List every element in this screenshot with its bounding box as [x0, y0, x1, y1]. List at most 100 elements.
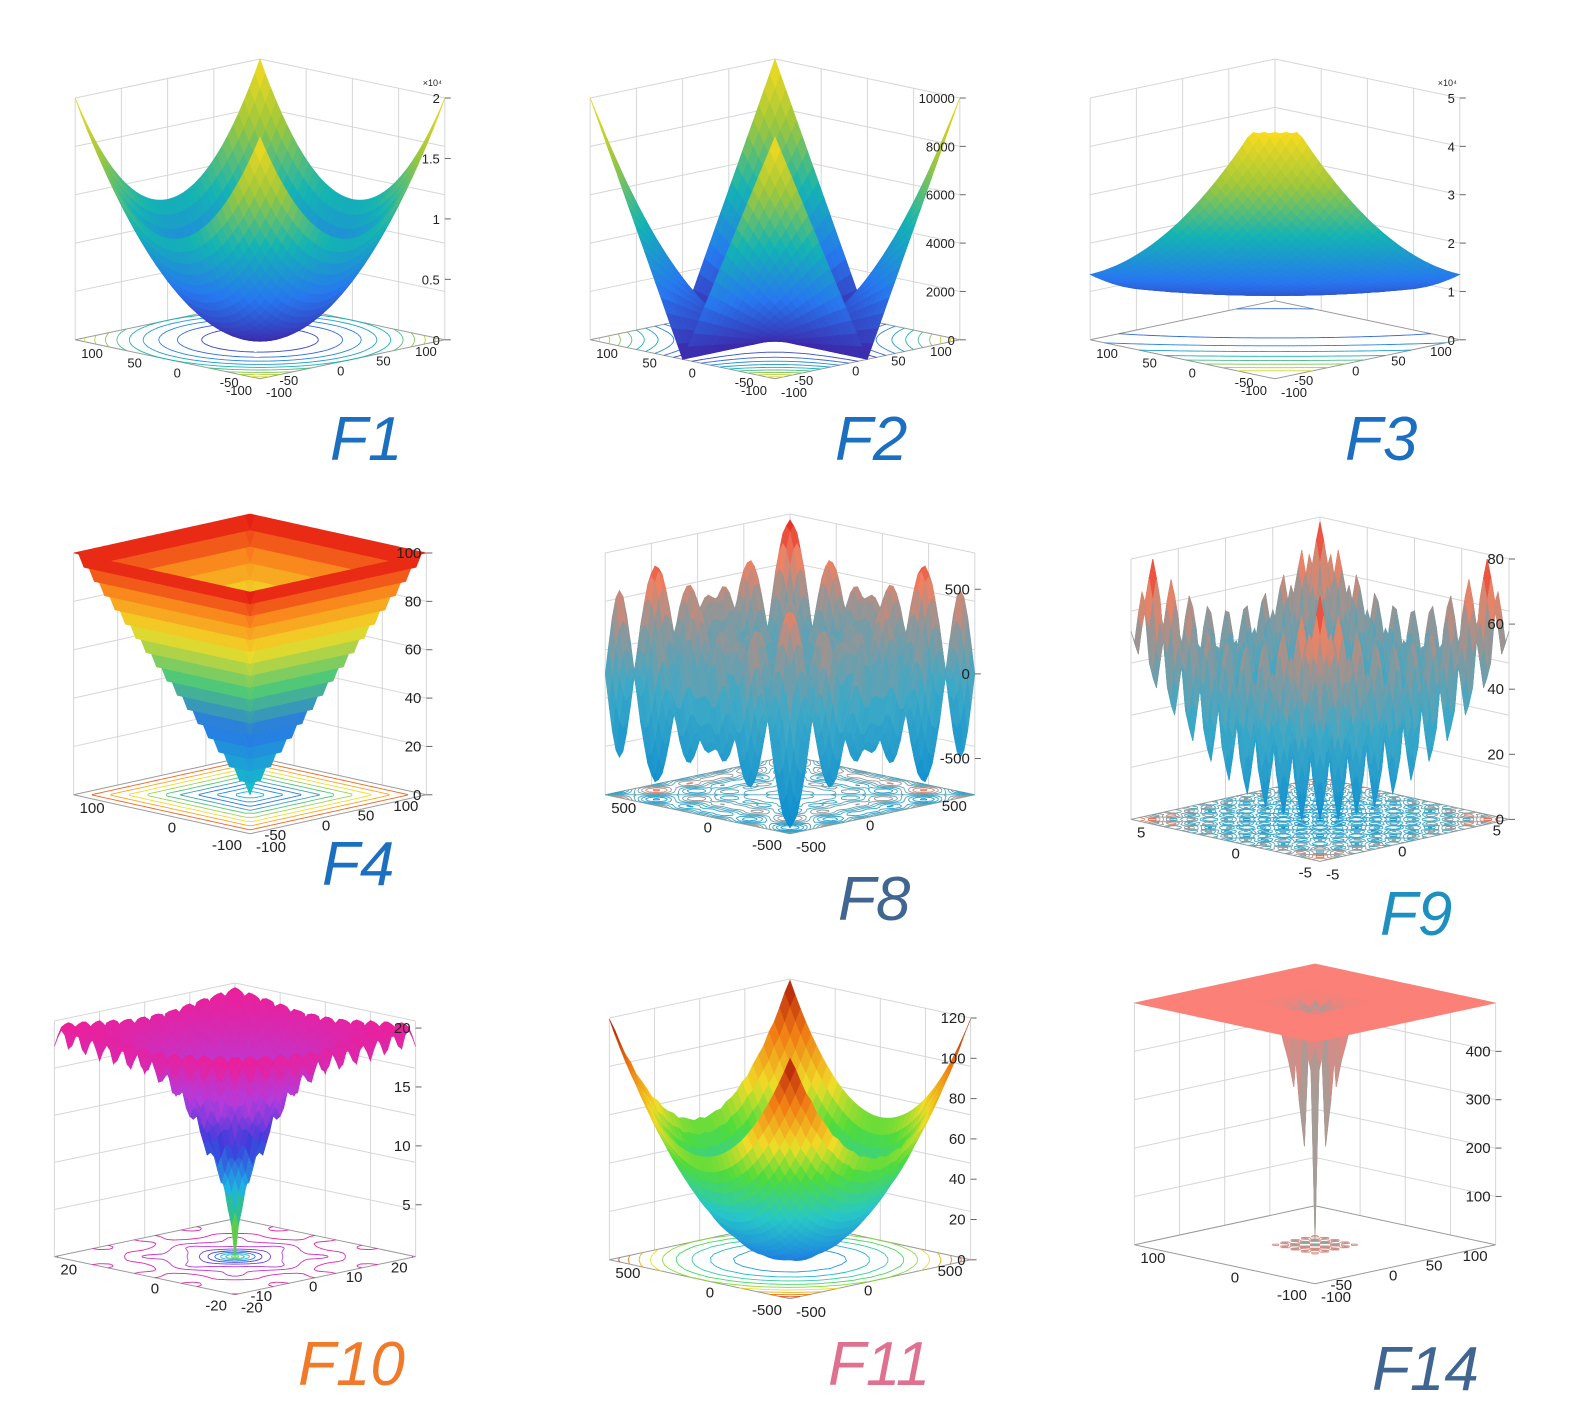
z-axis-ticks: 0 0.5 1 1.5 2 ×10⁴ — [422, 78, 451, 348]
y-tick-label: -100 — [1241, 383, 1267, 398]
z-tick-label: 80 — [949, 1091, 966, 1108]
y-tick-label: 100 — [415, 344, 437, 359]
y-tick-label: 0 — [1389, 1267, 1397, 1284]
y-tick-label: -50 — [279, 373, 298, 388]
z-tick-label: 4000 — [926, 236, 955, 251]
function-label: F8 — [838, 865, 911, 934]
y-tick-label: -20 — [205, 1298, 227, 1315]
z-tick-label: 6000 — [926, 188, 955, 203]
x-tick-label: -100 — [1281, 385, 1307, 400]
y-axis-ticks: 500 0 -500 — [752, 1263, 963, 1319]
y-tick-label: -5 — [1299, 864, 1312, 881]
y-tick-label: 0 — [1398, 843, 1406, 860]
x-tick-label: 100 — [81, 346, 103, 361]
x-axis-ticks: -500 0 500 — [615, 1265, 826, 1321]
y-tick-label: 100 — [1430, 344, 1452, 359]
surface-mesh — [589, 58, 961, 360]
y-tick-label: -100 — [212, 837, 242, 854]
surface-mesh — [1130, 521, 1510, 821]
z-tick-label: 500 — [945, 581, 970, 598]
y-tick-label: -50 — [264, 827, 286, 844]
y-tick-label: -50 — [1294, 373, 1313, 388]
z-tick-label: 60 — [949, 1131, 966, 1148]
y-tick-label: 100 — [393, 798, 418, 815]
function-label: F9 — [1380, 880, 1452, 949]
y-tick-label: 0 — [1352, 363, 1359, 378]
z-tick-label: 1.5 — [422, 151, 440, 166]
z-tick-label: 80 — [405, 593, 422, 610]
z-tick-label: 20 — [405, 738, 422, 755]
x-tick-label: 0 — [689, 365, 696, 380]
surface-mesh — [609, 979, 971, 1261]
contour-lines — [57, 1218, 413, 1295]
z-exponent-label: ×10⁴ — [423, 78, 442, 88]
x-tick-label: 50 — [127, 356, 141, 371]
x-axis-ticks: -100 0 100 — [80, 800, 286, 856]
y-tick-label: 0 — [322, 817, 330, 834]
x-tick-label: -5 — [1326, 866, 1339, 883]
z-tick-label: 100 — [396, 545, 421, 562]
z-tick-label: 60 — [1487, 616, 1504, 633]
y-tick-label: 50 — [1391, 354, 1405, 369]
x-tick-label: 100 — [1140, 1250, 1165, 1267]
z-axis-ticks: 0 20 40 60 80 100 120 — [941, 1010, 977, 1269]
y-tick-label: -10 — [250, 1288, 272, 1305]
z-tick-label: -500 — [940, 751, 970, 768]
y-tick-label: 100 — [1463, 1248, 1488, 1265]
x-tick-label: 500 — [611, 800, 636, 817]
z-tick-label: 15 — [394, 1079, 411, 1096]
x-tick-label: 0 — [706, 1284, 714, 1301]
z-axis-ticks: 5 10 15 20 — [394, 1020, 422, 1214]
x-tick-label: 100 — [596, 346, 618, 361]
y-tick-label: -50 — [794, 373, 813, 388]
y-tick-label: -50 — [1330, 1277, 1352, 1294]
z-exponent-label: ×10⁴ — [1438, 78, 1457, 88]
z-tick-label: 20 — [394, 1020, 411, 1037]
z-tick-label: 120 — [941, 1010, 966, 1027]
z-tick-label: 4 — [1448, 139, 1455, 154]
x-axis-ticks: -100 0 100 — [1140, 1250, 1351, 1306]
x-tick-label: 0 — [704, 819, 712, 836]
y-tick-label: 50 — [376, 354, 390, 369]
x-tick-label: -100 — [781, 385, 807, 400]
function-label: F4 — [322, 830, 394, 899]
surface-mesh — [604, 519, 976, 829]
y-tick-label: 0 — [864, 1282, 872, 1299]
z-tick-label: 0 — [961, 666, 969, 683]
y-tick-label: 5 — [1493, 822, 1501, 839]
y-tick-label: 500 — [942, 798, 967, 815]
z-tick-label: 400 — [1466, 1043, 1491, 1060]
surface-mesh — [74, 58, 446, 342]
z-tick-label: 5 — [1448, 91, 1455, 106]
z-tick-label: 40 — [949, 1171, 966, 1188]
function-label: F2 — [835, 405, 907, 474]
y-axis-ticks: 5 0 -5 — [1299, 822, 1501, 881]
x-tick-label: 50 — [1142, 356, 1156, 371]
y-tick-label: -100 — [1277, 1287, 1307, 1304]
x-tick-label: -50 — [735, 375, 754, 390]
z-tick-label: 10 — [394, 1138, 411, 1155]
x-tick-label: -100 — [256, 839, 286, 856]
contour-lines — [1104, 308, 1446, 372]
x-tick-label: -50 — [1235, 375, 1254, 390]
z-tick-label: 0 — [413, 787, 421, 804]
y-tick-label: 50 — [891, 354, 905, 369]
x-tick-label: -50 — [220, 375, 239, 390]
y-tick-label: 500 — [938, 1263, 963, 1280]
x-axis-ticks: -20 0 20 — [60, 1262, 262, 1317]
x-tick-label: 0 — [1231, 1269, 1239, 1286]
x-tick-label: 100 — [1096, 346, 1118, 361]
